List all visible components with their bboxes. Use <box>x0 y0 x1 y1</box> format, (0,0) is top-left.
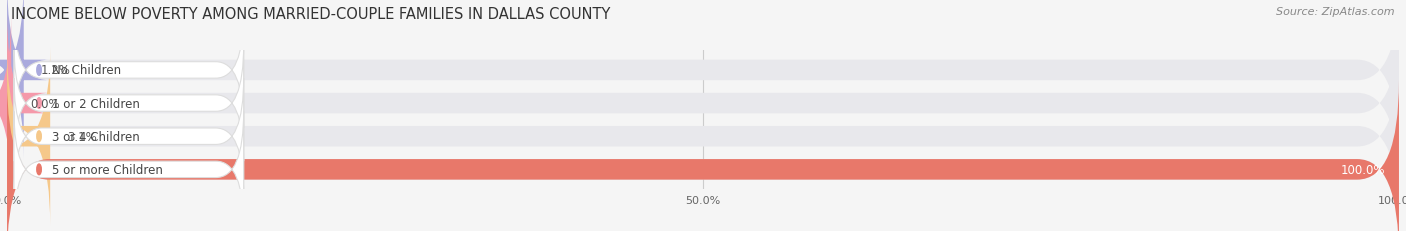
FancyBboxPatch shape <box>14 46 243 161</box>
Text: Source: ZipAtlas.com: Source: ZipAtlas.com <box>1277 7 1395 17</box>
Text: 1.2%: 1.2% <box>41 64 70 77</box>
FancyBboxPatch shape <box>7 0 1399 159</box>
Circle shape <box>37 131 41 142</box>
FancyBboxPatch shape <box>7 15 1399 192</box>
FancyBboxPatch shape <box>7 81 1399 231</box>
Circle shape <box>37 164 41 175</box>
Circle shape <box>37 98 41 109</box>
FancyBboxPatch shape <box>7 48 51 225</box>
Text: INCOME BELOW POVERTY AMONG MARRIED-COUPLE FAMILIES IN DALLAS COUNTY: INCOME BELOW POVERTY AMONG MARRIED-COUPL… <box>11 7 610 22</box>
FancyBboxPatch shape <box>14 79 243 195</box>
FancyBboxPatch shape <box>0 15 49 192</box>
Text: 1 or 2 Children: 1 or 2 Children <box>52 97 141 110</box>
FancyBboxPatch shape <box>14 112 243 228</box>
Circle shape <box>37 65 41 76</box>
FancyBboxPatch shape <box>0 0 49 159</box>
Text: No Children: No Children <box>52 64 121 77</box>
Text: 3 or 4 Children: 3 or 4 Children <box>52 130 141 143</box>
FancyBboxPatch shape <box>7 48 1399 225</box>
Text: 0.0%: 0.0% <box>31 97 60 110</box>
Text: 3.1%: 3.1% <box>67 130 97 143</box>
Text: 5 or more Children: 5 or more Children <box>52 163 163 176</box>
FancyBboxPatch shape <box>7 81 1399 231</box>
Text: 100.0%: 100.0% <box>1340 163 1385 176</box>
FancyBboxPatch shape <box>14 13 243 128</box>
